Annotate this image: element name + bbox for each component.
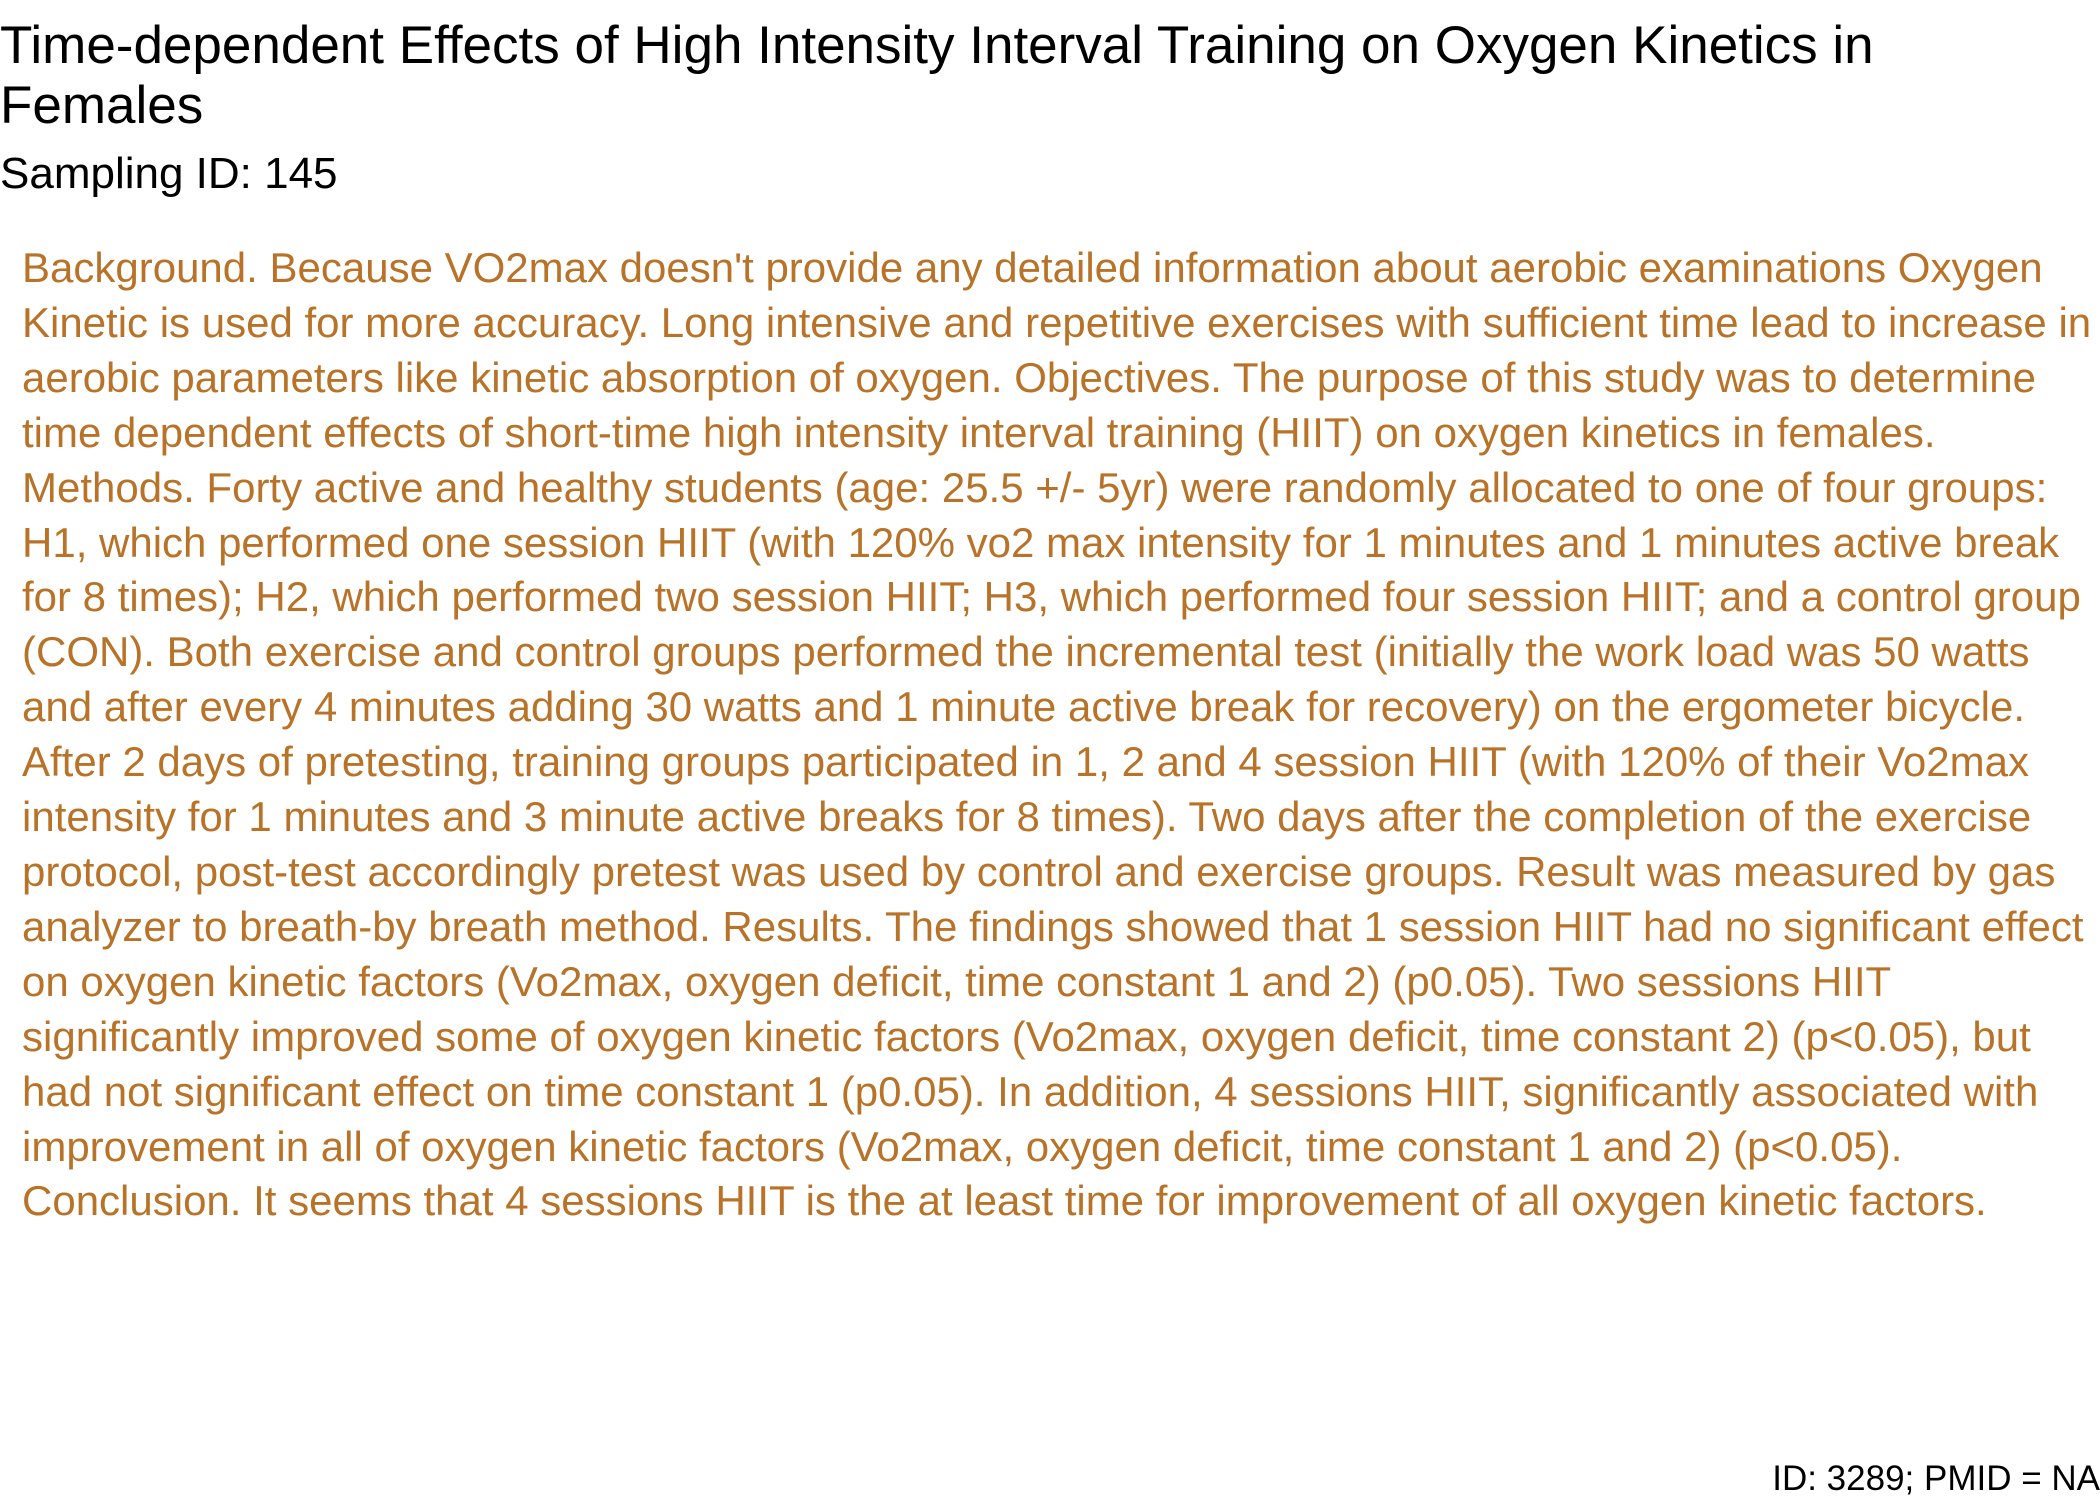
document-title: Time-dependent Effects of High Intensity… [0,16,1874,135]
abstract-text: Background. Because VO2max doesn't provi… [22,244,2092,1225]
document-id-footer: ID: 3289; PMID = NA [1772,1459,2100,1498]
sampling-id: Sampling ID: 145 [0,149,338,198]
